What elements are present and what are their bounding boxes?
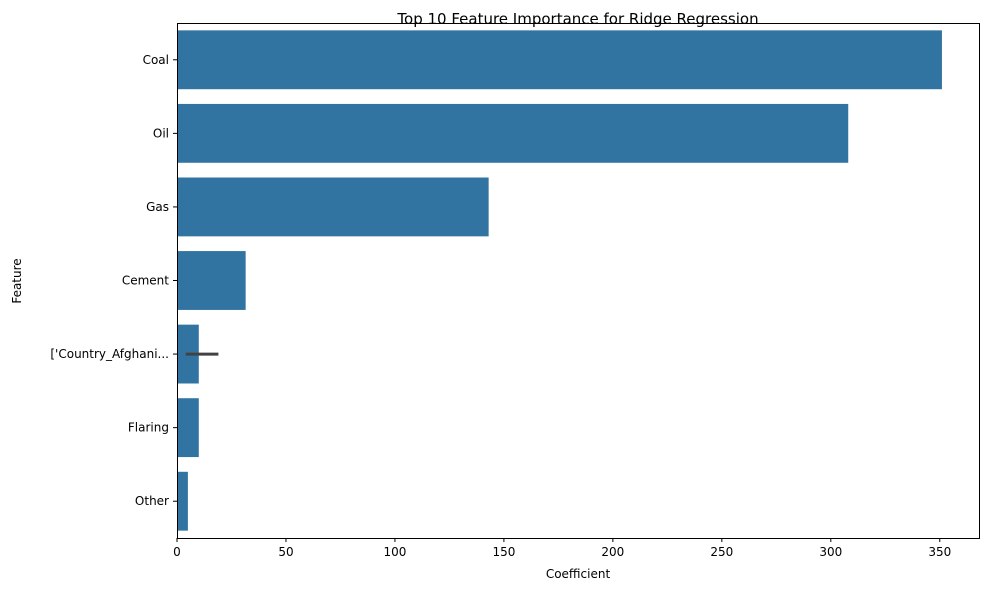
bars-layer — [177, 30, 942, 531]
x-tick-label-1: 50 — [278, 545, 293, 559]
y-ticks: Coal Oil Gas Cement ['Country_Afghani... Flar… — [50, 53, 177, 508]
y-tick-label-1: Oil — [153, 126, 169, 140]
x-tick-label-6: 300 — [819, 545, 842, 559]
x-tick-label-3: 150 — [492, 545, 515, 559]
x-axis-label: Coefficient — [546, 567, 611, 581]
y-axis-label: Feature — [10, 258, 24, 303]
bar-1 — [177, 103, 849, 163]
bar-0 — [177, 30, 942, 90]
bar-2 — [177, 177, 489, 237]
bar-3 — [177, 251, 246, 310]
plot-frame — [177, 23, 980, 539]
y-tick-label-2: Gas — [146, 200, 169, 214]
x-tick-label-4: 200 — [601, 545, 624, 559]
y-tick-label-3: Cement — [122, 274, 169, 288]
y-tick-label-4: ['Country_Afghani... — [50, 347, 169, 361]
x-tick-label-5: 250 — [710, 545, 733, 559]
y-tick-label-0: Coal — [143, 53, 169, 67]
x-ticks: 0 50 100 150 200 250 300 350 — [173, 538, 951, 559]
x-tick-label-7: 350 — [928, 545, 951, 559]
bar-5 — [177, 398, 199, 458]
y-tick-label-5: Flaring — [128, 421, 169, 435]
x-tick-label-0: 0 — [173, 545, 181, 559]
y-tick-label-6: Other — [135, 494, 169, 508]
chart-title: Top 10 Feature Importance for Ridge Regr… — [396, 10, 758, 28]
bar-6 — [177, 471, 188, 531]
x-tick-label-2: 100 — [383, 545, 406, 559]
